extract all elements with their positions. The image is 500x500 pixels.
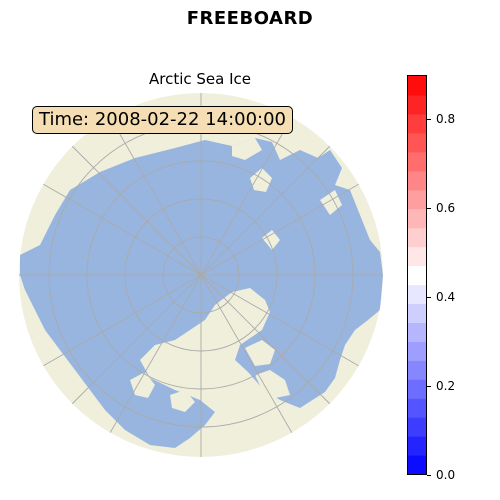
colorbar-segment — [408, 189, 426, 210]
colorbar-segment — [408, 436, 426, 456]
colorbar-segment — [408, 379, 426, 399]
colorbar-segment — [408, 151, 426, 172]
colorbar-segment — [408, 94, 426, 115]
colorbar-tick-label: 0.4 — [436, 290, 456, 305]
time-label: Time: 2008-02-22 14:00:00 — [32, 106, 294, 134]
graticule — [19, 93, 383, 457]
colorbar-segment — [408, 76, 426, 96]
colorbar-tick-label: 0.0 — [436, 468, 456, 482]
sea-ice-area — [20, 138, 383, 448]
colorbar-segment — [408, 398, 426, 418]
archipelago-land — [130, 138, 342, 412]
colorbar-segment — [408, 303, 426, 323]
colorbar-segment — [408, 284, 426, 305]
colorbar-segment — [408, 170, 426, 191]
colorbar-segment — [408, 360, 426, 380]
colorbar — [407, 75, 427, 475]
colorbar-tick-label: 0.2 — [436, 379, 456, 394]
colorbar-segment — [408, 417, 426, 437]
colorbar-segment — [408, 227, 426, 248]
colorbar-segment — [408, 455, 426, 474]
colorbar-tick — [427, 385, 431, 387]
colorbar-segment — [408, 265, 426, 286]
figure-title: FREEBOARD — [186, 8, 314, 29]
map-subtitle: Arctic Sea Ice — [148, 70, 252, 88]
colorbar-tick — [427, 207, 431, 209]
colorbar-segment — [408, 341, 426, 361]
colorbar-tick-label: 0.6 — [436, 201, 456, 216]
colorbar-tick — [427, 296, 431, 298]
colorbar-segment — [408, 113, 426, 134]
colorbar-segment — [408, 322, 426, 342]
colorbar-segment — [408, 132, 426, 153]
colorbar-tick — [427, 474, 431, 476]
colorbar-tick-label: 0.8 — [436, 112, 456, 127]
colorbar-tick — [427, 118, 431, 120]
colorbar-segment — [408, 208, 426, 229]
colorbar-segment — [408, 246, 426, 267]
